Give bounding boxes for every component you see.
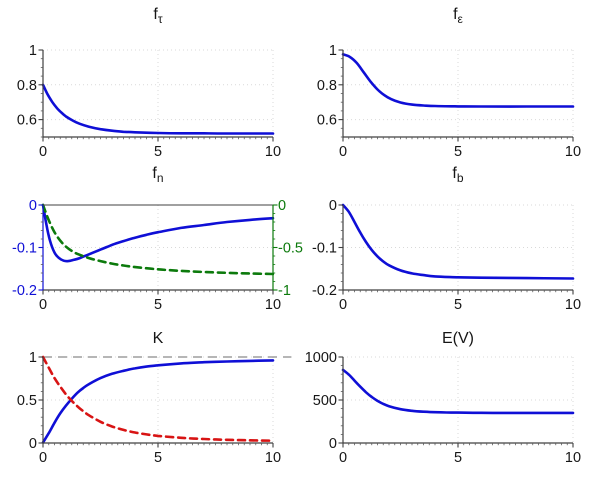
curve-f_b (341, 203, 575, 280)
title-base: f (453, 6, 458, 23)
curve-K_rise (41, 359, 275, 444)
y-tick-label: 0.8 (17, 78, 37, 94)
title-f-b: fb (452, 165, 464, 186)
y-right-tick-label: -1 (278, 283, 291, 299)
subplot-f-eps: 0 5 10 1 0.8 0.6 (317, 43, 581, 160)
y-tick-label: -0.1 (312, 241, 337, 257)
y-tick-label: 1 (29, 350, 37, 366)
title-base: f (152, 165, 157, 182)
x-tick-label: 5 (454, 450, 462, 466)
x-tick-label: 5 (154, 144, 162, 160)
x-tick-label: 10 (265, 450, 281, 466)
y-tick-label: 0 (29, 436, 37, 452)
subplot-f-b: 0 5 10 0 -0.1 -0.2 (312, 198, 581, 313)
curve-K_decay (41, 355, 275, 442)
title-E-V: E(V) (442, 331, 474, 349)
title-sub: ε (457, 12, 463, 27)
x-tick-label: 5 (454, 297, 462, 313)
x-tick-label: 10 (265, 297, 281, 313)
y-tick-label: -0.2 (12, 283, 37, 299)
x-tick-label: 0 (39, 144, 47, 160)
curve-E_V (341, 368, 575, 415)
title-sub: n (156, 171, 164, 186)
x-tick-label: 0 (339, 450, 347, 466)
y-tick-label: 1 (29, 43, 37, 59)
y-tick-label: 0.6 (317, 113, 337, 129)
title-f-eps: fε (453, 6, 463, 27)
title-base: K (152, 330, 164, 347)
y-right-tick-label: -0.5 (278, 241, 303, 257)
title-sub: τ (157, 12, 163, 27)
y-tick-label: -0.2 (312, 283, 337, 299)
curve-f_n_left (41, 203, 275, 263)
x-tick-label: 10 (565, 450, 581, 466)
x-tick-label: 10 (565, 297, 581, 313)
x-tick-label: 5 (154, 450, 162, 466)
y-tick-label: 0.5 (17, 393, 37, 409)
y-right-tick-label: 0 (278, 198, 286, 214)
y-tick-label: 0.6 (17, 113, 37, 129)
x-tick-label: 10 (565, 144, 581, 160)
curve-f_tau (41, 83, 275, 135)
title-K: K (153, 331, 164, 349)
y-tick-label: 500 (313, 393, 337, 409)
subplot-E-V: 0 5 10 1000 500 0 (305, 350, 581, 466)
x-tick-label: 5 (154, 297, 162, 313)
x-tick-label: 0 (339, 144, 347, 160)
x-tick-label: 10 (265, 144, 281, 160)
y-tick-label: 0.8 (317, 78, 337, 94)
y-tick-label: 0 (329, 436, 337, 452)
subplot-K: 0 5 10 1 0.5 0 (17, 350, 292, 466)
title-base: E(V) (442, 330, 474, 347)
y-tick-label: 1 (329, 43, 337, 59)
title-sub: b (456, 171, 464, 186)
y-tick-label: -0.1 (12, 241, 37, 257)
title-base: f (452, 165, 457, 182)
y-tick-label: 0 (29, 198, 37, 214)
subplot-f-tau: 0 5 10 1 0.8 0.6 (17, 43, 281, 160)
title-base: f (153, 6, 158, 23)
title-f-tau: fτ (153, 6, 163, 27)
title-f-n: fn (152, 165, 164, 186)
x-tick-label: 5 (454, 144, 462, 160)
curve-f_n_right (41, 203, 275, 276)
y-tick-label: 0 (329, 198, 337, 214)
curve-f_eps (341, 53, 575, 108)
x-tick-label: 0 (39, 450, 47, 466)
x-tick-label: 0 (339, 297, 347, 313)
x-tick-label: 0 (39, 297, 47, 313)
y-tick-label: 1000 (305, 350, 337, 366)
subplot-f-n: 0 5 100-0.1-0.20-0.5-1 (12, 198, 303, 313)
